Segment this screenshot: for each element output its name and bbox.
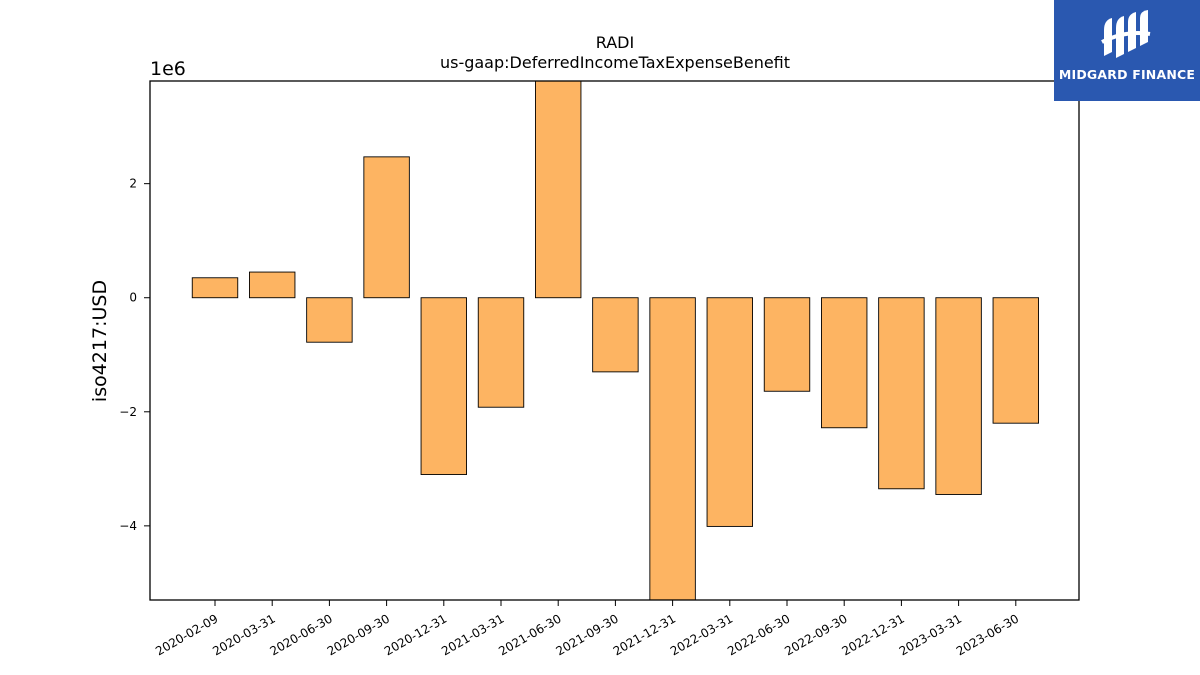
x-tick-label: 2021-09-30: [553, 611, 620, 658]
bars-group: [191, 80, 1039, 601]
x-tick-label: 2022-06-30: [725, 611, 792, 658]
x-tick-label: 2020-02-09: [153, 611, 220, 658]
y-tick-label: −2: [119, 405, 137, 419]
logo-mark-icon: [1101, 10, 1151, 58]
bar-2022-12-31: [878, 297, 925, 490]
chart-subtitle: us-gaap:DeferredIncomeTaxExpenseBenefit: [440, 53, 790, 72]
bar-2020-12-31: [420, 297, 467, 475]
y-ticks-group: −4 −2 0 2: [119, 177, 150, 533]
bar-2022-06-30: [763, 297, 811, 392]
chart-title: RADI: [596, 33, 634, 52]
plot-frame: [149, 80, 1080, 601]
x-tick-label: 2020-06-30: [267, 611, 334, 658]
x-tick-label: 2021-06-30: [496, 611, 563, 658]
bar-2021-12-31: [649, 297, 696, 601]
bar-2020-06-30: [306, 297, 353, 343]
logo-text: MIDGARD FINANCE: [1058, 67, 1196, 82]
x-tick-label: 2021-03-31: [439, 611, 506, 658]
bar-2022-09-30: [821, 297, 868, 429]
midgard-finance-logo: MIDGARD FINANCE: [1054, 0, 1200, 101]
bar-2021-03-31: [477, 297, 525, 408]
x-tick-label: 2023-06-30: [954, 611, 1021, 658]
x-tick-label: 2021-12-31: [611, 611, 678, 658]
x-tick-label: 2022-12-31: [839, 611, 906, 658]
bar-2023-03-31: [935, 297, 982, 495]
x-tick-label: 2022-03-31: [668, 611, 735, 658]
x-tick-label: 2020-12-31: [382, 611, 449, 658]
y-offset-label: 1e6: [150, 58, 186, 80]
y-tick-label: 0: [129, 291, 137, 305]
x-tick-label: 2023-03-31: [897, 611, 964, 658]
bar-2021-09-30: [592, 297, 639, 373]
bar-2023-06-30: [992, 297, 1039, 424]
y-tick-label: 2: [129, 177, 137, 191]
x-tick-label: 2020-09-30: [325, 611, 392, 658]
bar-2021-06-30: [535, 80, 582, 299]
bar-2022-03-31: [706, 297, 753, 527]
bar-2020-09-30: [363, 156, 410, 299]
y-tick-label: −4: [119, 519, 137, 533]
y-axis-label: iso4217:USD: [89, 280, 111, 402]
x-ticks-group: 2020-02-092020-03-312020-06-302020-09-30…: [153, 600, 1021, 658]
x-tick-label: 2022-09-30: [782, 611, 849, 658]
x-tick-label: 2020-03-31: [210, 611, 277, 658]
bar-2020-03-31: [248, 271, 296, 299]
bar-2020-02-09: [191, 277, 239, 299]
